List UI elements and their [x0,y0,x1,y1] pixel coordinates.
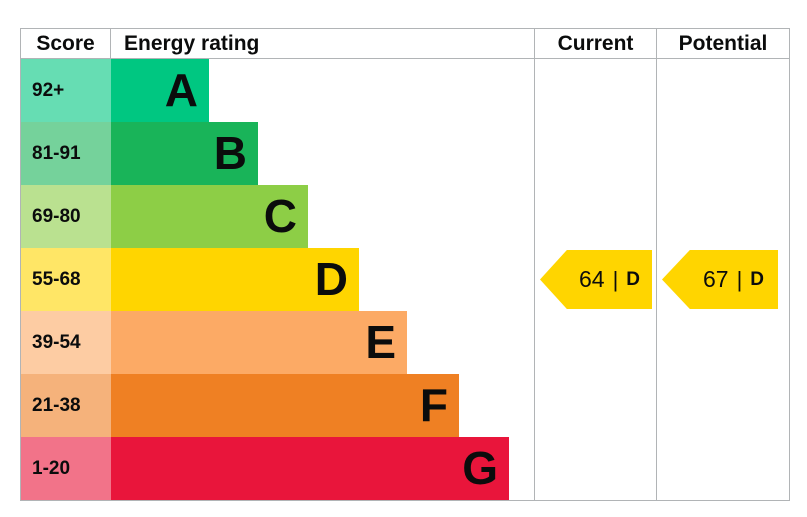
band-bar-c: C [111,185,308,248]
potential-cell-c [656,185,789,248]
chart-header-row: Score Energy rating Current Potential [21,29,789,59]
score-range-e: 39-54 [21,311,111,374]
potential-score-value: 67 [702,266,729,292]
bar-area-f: F [111,374,534,437]
score-range-b: 81-91 [21,122,111,185]
potential-cell-d: 67 | D [656,248,789,311]
current-separator: | [612,266,619,292]
current-column-header: Current [534,29,656,58]
score-column-header: Score [21,29,111,58]
potential-cell-b [656,122,789,185]
band-bar-d: D [111,248,359,311]
epc-rating-chart: Score Energy rating Current Potential 92… [20,28,790,501]
score-range-f: 21-38 [21,374,111,437]
bar-area-c: C [111,185,534,248]
potential-cell-g [656,437,789,500]
bar-area-d: D [111,248,534,311]
potential-band-letter: D [750,269,765,290]
current-score-value: 64 [578,266,605,292]
potential-rating-arrow: 67 | D [662,250,778,309]
band-bar-g: G [111,437,509,500]
potential-cell-f [656,374,789,437]
band-row-e: 39-54 E [21,311,789,374]
score-range-c: 69-80 [21,185,111,248]
band-letter-c: C [263,189,297,242]
band-bar-b: B [111,122,258,185]
bar-area-e: E [111,311,534,374]
band-letter-d: D [314,252,348,305]
band-letter-a: A [164,63,198,116]
band-letter-f: F [419,378,448,431]
band-row-b: 81-91 B [21,122,789,185]
potential-cell-e [656,311,789,374]
band-letter-g: G [462,441,498,494]
band-letter-b: B [213,126,247,179]
energy-rating-column-header: Energy rating [124,32,260,55]
band-bar-f: F [111,374,459,437]
band-row-a: 92+ A [21,59,789,122]
current-rating-arrow: 64 | D [540,250,652,309]
current-band-letter: D [626,269,641,290]
current-cell-b [534,122,656,185]
current-cell-g [534,437,656,500]
potential-cell-a [656,59,789,122]
potential-separator: | [736,266,743,292]
band-bar-a: A [111,59,209,122]
potential-column-header: Potential [656,29,789,58]
band-letter-e: E [365,315,396,368]
current-cell-e [534,311,656,374]
bar-area-g: G [111,437,534,500]
current-cell-c [534,185,656,248]
bar-area-a: A [111,59,534,122]
bar-area-b: B [111,122,534,185]
band-row-c: 69-80 C [21,185,789,248]
band-row-d: 55-68 D 64 | D 67 | D [21,248,789,311]
current-cell-a [534,59,656,122]
current-cell-d: 64 | D [534,248,656,311]
current-cell-f [534,374,656,437]
band-bar-e: E [111,311,407,374]
score-range-g: 1-20 [21,437,111,500]
band-row-f: 21-38 F [21,374,789,437]
band-rows-container: 92+ A 81-91 B 69-80 C 55-68 D 64 | D 67 | D 39-54 E 21-3… [21,59,789,500]
score-range-a: 92+ [21,59,111,122]
score-range-d: 55-68 [21,248,111,311]
band-row-g: 1-20 G [21,437,789,500]
